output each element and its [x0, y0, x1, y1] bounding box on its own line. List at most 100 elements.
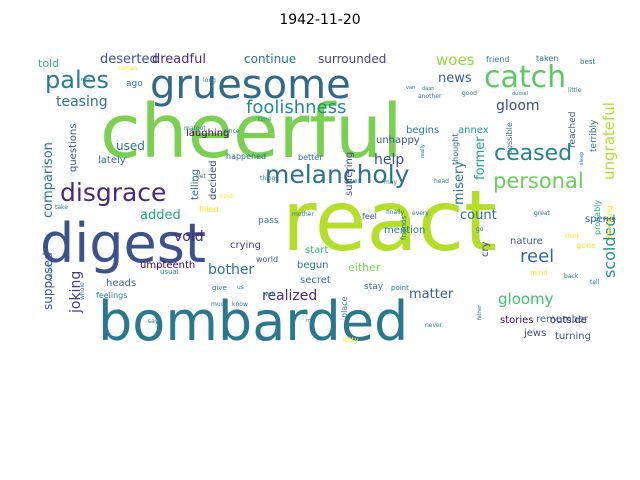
word-begun: begun [297, 260, 329, 271]
word-foolishness: foolishness [246, 97, 346, 118]
word-scolded: scolded [600, 216, 619, 278]
word-know: know [232, 301, 248, 308]
word-van: van [406, 85, 415, 91]
word-place: place [340, 296, 349, 318]
word-bother: bother [208, 262, 254, 278]
word-melancholy: melancholy [265, 160, 410, 189]
word-filled: filled [199, 205, 218, 214]
word-take: take [55, 204, 68, 211]
word-gloomy: gloomy [498, 290, 554, 308]
word-really: really [420, 144, 426, 158]
word-help: help [374, 152, 404, 168]
word-suffering: suffering [344, 152, 355, 196]
word-think: think [565, 233, 581, 240]
word-mention: mention [384, 225, 425, 236]
word-reel: reel [520, 246, 554, 267]
word-daan: daan [422, 86, 434, 92]
word-probably: probably [593, 200, 602, 235]
word-personal: personal [493, 169, 584, 193]
word-give: give [212, 284, 227, 292]
word-friends: friends [400, 216, 408, 240]
word-ceased: ceased [494, 141, 572, 166]
word-terribly: terribly [589, 119, 599, 152]
word-thought: thought [451, 134, 460, 165]
word-finally: finally [386, 209, 405, 216]
word-reached: reached [568, 112, 578, 148]
word-taken: taken [536, 54, 558, 63]
word-every: every [412, 210, 429, 217]
word-whole: whole [79, 282, 86, 300]
word-joking: joking [68, 271, 84, 314]
word-another: another [418, 93, 442, 100]
word-umpteenth: umpteenth [140, 260, 195, 271]
word-nature: nature [510, 236, 543, 247]
word-catch: catch [484, 60, 566, 95]
word-matter: matter [409, 287, 454, 302]
word-much: much [211, 301, 228, 308]
word-told: told [38, 57, 59, 70]
word-cheerful: cheerful [100, 89, 403, 175]
word-happened: happened [226, 152, 266, 161]
word-margot: margot [184, 125, 206, 132]
word-kitty: kitty [343, 336, 359, 344]
word-kind: kind [220, 193, 233, 200]
word-outside: outside [550, 315, 587, 326]
word-heads: heads [106, 278, 136, 289]
word-decided: decided [208, 160, 219, 200]
word-best: best [580, 58, 595, 66]
word-feel: feel [362, 212, 377, 221]
word-never: never [425, 322, 443, 329]
word-head: head [434, 178, 449, 185]
word-ungrateful: ungrateful [600, 102, 618, 180]
word-mr: mr [306, 318, 314, 324]
word-go: go [476, 226, 484, 233]
word-may: may [384, 179, 398, 186]
word-great: great [534, 210, 551, 217]
word-gloom: gloom [496, 98, 540, 114]
word-feelings: feelings [96, 291, 127, 300]
word-spend: spend [585, 214, 615, 225]
word-cry: cry [480, 241, 491, 257]
word-ago: ago [126, 79, 143, 89]
word-well: well [263, 291, 275, 298]
word-added: added [140, 208, 181, 223]
word-news: news [438, 71, 472, 86]
word-supposed: supposed [41, 252, 55, 310]
word-gruesome: gruesome [150, 62, 351, 108]
word-woes: woes [436, 51, 475, 69]
word-crying: crying [230, 240, 261, 251]
word-telling: telling [190, 169, 201, 200]
word-comparison: comparison [41, 142, 56, 218]
word-stories: stories [500, 315, 534, 326]
word-continue: continue [244, 52, 296, 66]
word-count: count [460, 208, 497, 223]
word-time: time [258, 116, 272, 123]
word-former: former [473, 136, 488, 180]
word-get: get [196, 173, 207, 180]
word-lately: lately [98, 155, 126, 166]
word-misery: misery [452, 161, 467, 205]
word-would: would [47, 264, 54, 282]
word-back: back [564, 273, 579, 280]
word-little: little [568, 87, 582, 94]
word-deserted: deserted [100, 52, 158, 67]
word-comes: comes [118, 65, 138, 72]
word-things: things [260, 175, 279, 182]
word-either: either [348, 261, 381, 274]
word-questions: questions [68, 124, 79, 172]
word-pass: pass [258, 216, 279, 226]
word-realized: realized [262, 288, 317, 304]
word-mind: mind [530, 269, 548, 277]
word-secret: secret [300, 275, 331, 286]
word-bombarded: bombarded [98, 290, 408, 353]
word-begins: begins [406, 125, 439, 136]
word-tell: tell [590, 279, 600, 286]
word-used: used [116, 139, 145, 153]
word-mother: mother [292, 211, 314, 218]
word-react: react [282, 172, 497, 270]
word-usual: usual [160, 268, 179, 276]
word-pales: pales [45, 66, 109, 94]
word-remember: remember [536, 314, 589, 325]
word-jews: jews [523, 328, 546, 339]
